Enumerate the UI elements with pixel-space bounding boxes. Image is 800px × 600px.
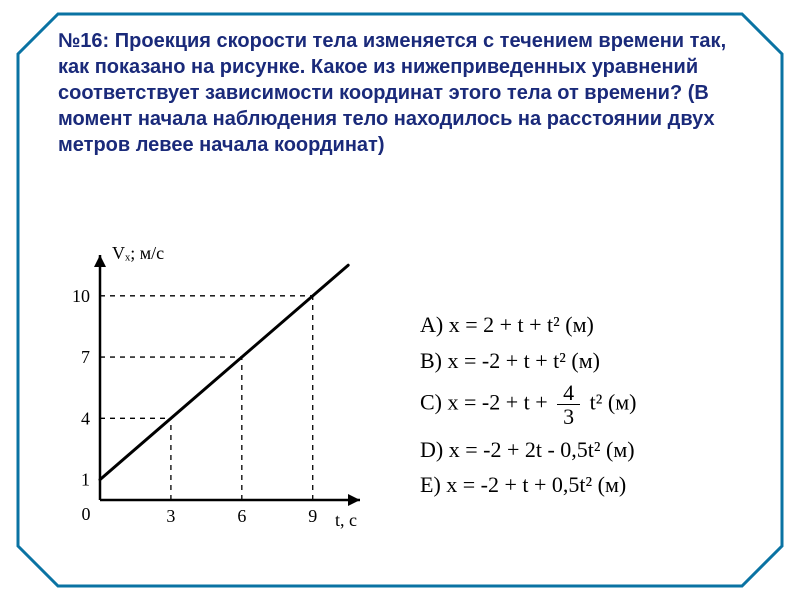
answer-options: A) x = 2 + t + t² (м)B) x = -2 + t + t² …: [420, 310, 770, 506]
question-number: №16:: [58, 30, 109, 52]
answer-key: A): [420, 312, 449, 337]
answer-body: x = -2 + t + t² (м): [448, 348, 600, 373]
answer-body: t² (м): [584, 390, 636, 415]
answer-key: C): [420, 390, 448, 415]
y-tick-label: 10: [72, 286, 90, 306]
slide: №16: Проекция скорости тела изменяется с…: [0, 0, 800, 600]
question-block: №16: Проекция скорости тела изменяется с…: [58, 28, 748, 158]
y-tick-label: 7: [81, 347, 90, 367]
fraction-numerator: 4: [557, 381, 580, 405]
question-body: Проекция скорости тела изменяется с тече…: [58, 30, 726, 156]
answer-body: x = -2 + t + 0,5t² (м): [446, 472, 626, 497]
answer-option-e: E) x = -2 + t + 0,5t² (м): [420, 470, 770, 500]
x-axis-label: t, с: [335, 510, 357, 530]
answer-option-d: D) x = -2 + 2t - 0,5t² (м): [420, 435, 770, 465]
chart-svg: 3 6 9 1 4 7 10 0 Vₓ; м/с t, с: [45, 235, 375, 535]
x-tick-label: 6: [237, 506, 246, 526]
x-tick-label: 3: [166, 506, 175, 526]
fraction: 43: [557, 381, 580, 428]
origin-label: 0: [82, 504, 91, 524]
x-axis-arrow: [348, 494, 360, 506]
y-tick-label: 1: [81, 470, 90, 490]
answer-body: x = -2 + t +: [448, 390, 554, 415]
answer-option-b: B) x = -2 + t + t² (м): [420, 346, 770, 376]
x-tick-label: 9: [308, 506, 317, 526]
answer-option-a: A) x = 2 + t + t² (м): [420, 310, 770, 340]
velocity-chart: 3 6 9 1 4 7 10 0 Vₓ; м/с t, с: [45, 235, 375, 535]
answer-body: x = 2 + t + t² (м): [449, 312, 594, 337]
answer-key: D): [420, 437, 449, 462]
answer-key: B): [420, 348, 448, 373]
answer-key: E): [420, 472, 446, 497]
answer-body: x = -2 + 2t - 0,5t² (м): [449, 437, 635, 462]
answer-option-c: C) x = -2 + t + 43 t² (м): [420, 381, 770, 428]
y-axis-arrow: [94, 255, 106, 267]
fraction-denominator: 3: [557, 405, 580, 428]
y-axis-label: Vₓ; м/с: [112, 243, 164, 263]
velocity-line: [100, 265, 348, 479]
y-tick-label: 4: [81, 408, 90, 428]
